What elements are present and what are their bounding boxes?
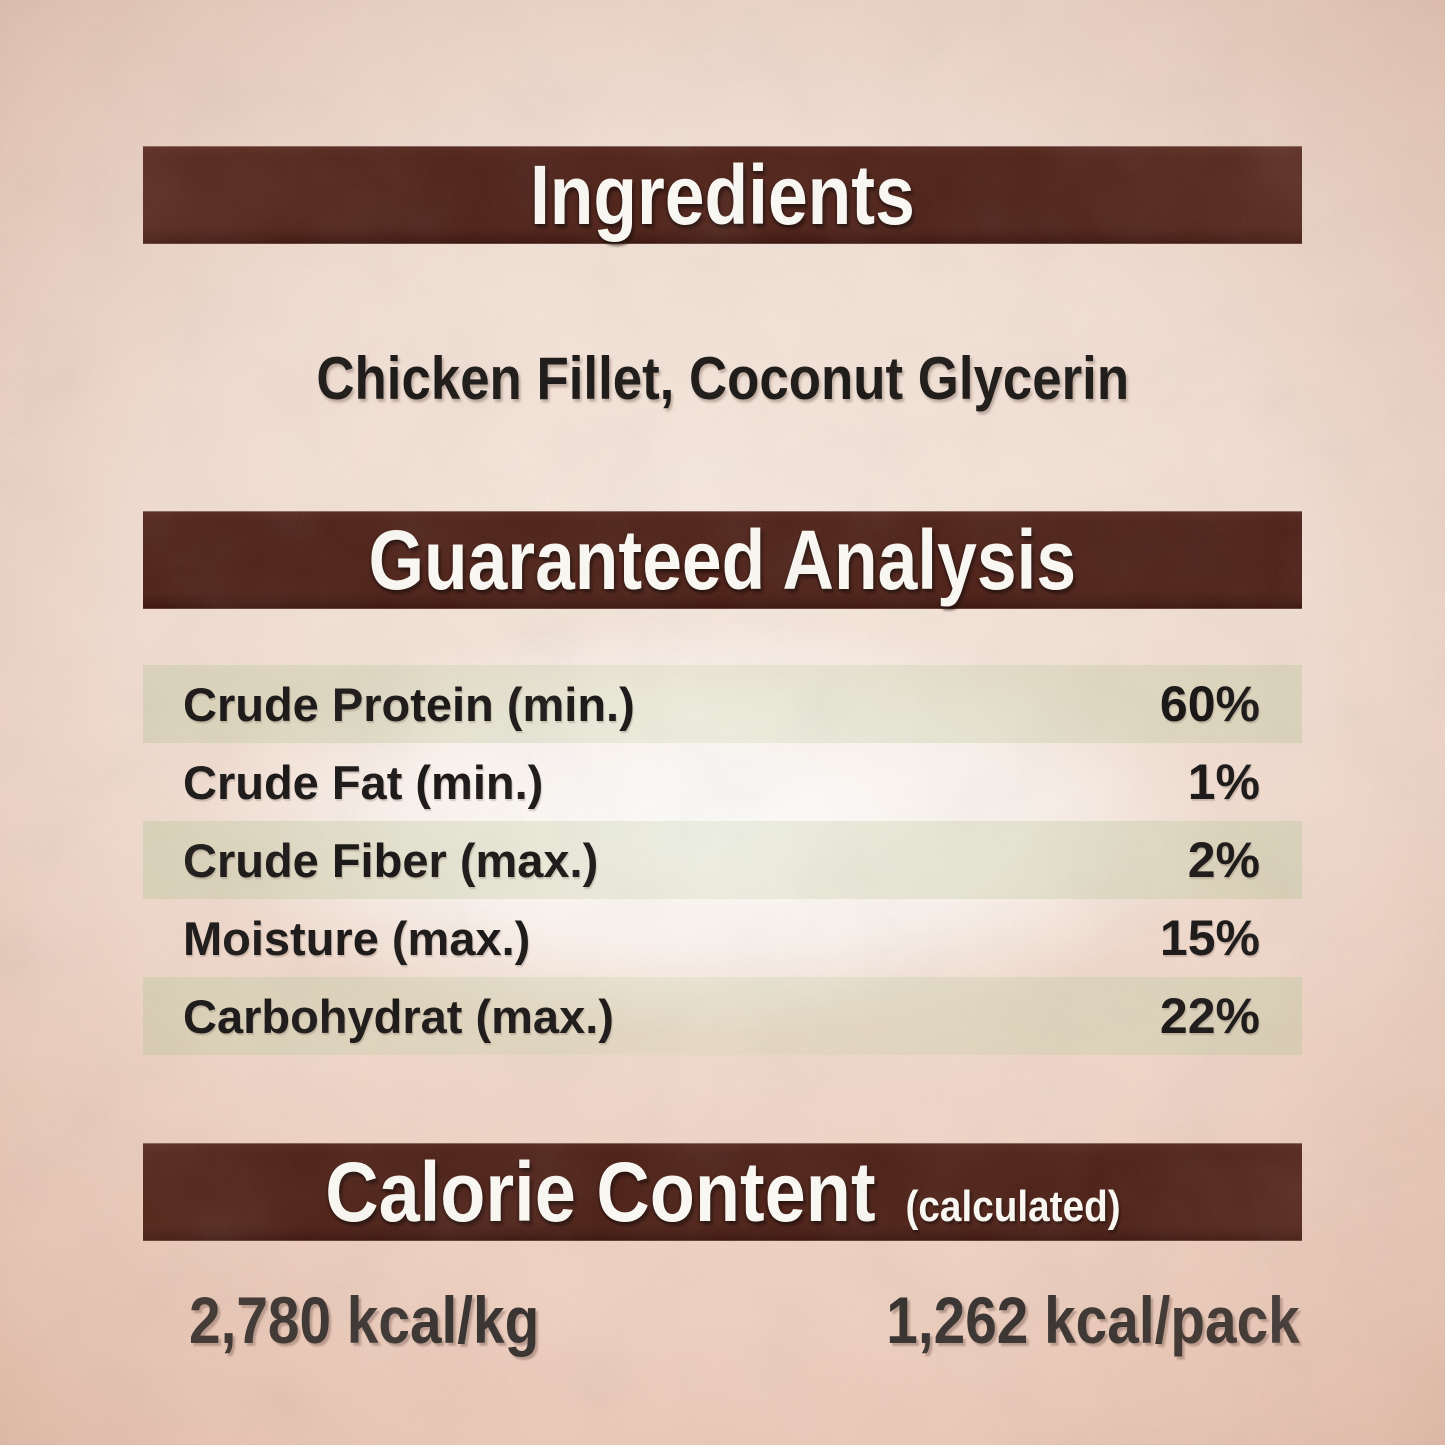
guaranteed-analysis-table: Crude Protein (min.) 60% Crude Fat (min.… — [143, 665, 1302, 1055]
row-label: Crude Fiber (max.) — [183, 833, 599, 887]
calorie-content-title-group: Calorie Content (calculated) — [325, 1144, 1120, 1241]
row-label: Crude Fat (min.) — [183, 755, 544, 809]
calorie-content-header-bar: Calorie Content (calculated) — [143, 1144, 1302, 1240]
ingredients-list-text: Chicken Fillet, Coconut Glycerin — [316, 345, 1129, 412]
row-label: Carbohydrat (max.) — [183, 989, 614, 1043]
table-row: Crude Fat (min.) 1% — [143, 743, 1302, 821]
kcal-per-pack: 1,262 kcal/pack — [886, 1283, 1300, 1357]
table-row: Carbohydrat (max.) 22% — [143, 977, 1302, 1055]
ingredients-list: Chicken Fillet, Coconut Glycerin — [143, 344, 1302, 413]
table-row: Crude Fiber (max.) 2% — [143, 821, 1302, 899]
ingredients-header-bar: Ingredients — [143, 147, 1302, 243]
calorie-content-title: Calorie Content — [324, 1144, 876, 1239]
kcal-per-kg: 2,780 kcal/kg — [189, 1283, 540, 1357]
row-label: Moisture (max.) — [183, 911, 531, 965]
guaranteed-analysis-header-bar: Guaranteed Analysis — [143, 512, 1302, 608]
row-value: 60% — [1159, 676, 1260, 732]
table-row: Crude Protein (min.) 60% — [143, 665, 1302, 743]
calorie-values-row: 2,780 kcal/kg 1,262 kcal/pack — [143, 1282, 1302, 1358]
ingredients-title: Ingredients — [530, 147, 915, 242]
row-value: 1% — [1187, 754, 1260, 810]
row-value: 2% — [1187, 832, 1260, 888]
row-value: 22% — [1159, 988, 1260, 1044]
calorie-content-qualifier: (calculated) — [905, 1181, 1121, 1231]
table-row: Moisture (max.) 15% — [143, 899, 1302, 977]
row-label: Crude Protein (min.) — [183, 677, 635, 731]
guaranteed-analysis-title: Guaranteed Analysis — [368, 512, 1077, 607]
row-value: 15% — [1159, 910, 1260, 966]
